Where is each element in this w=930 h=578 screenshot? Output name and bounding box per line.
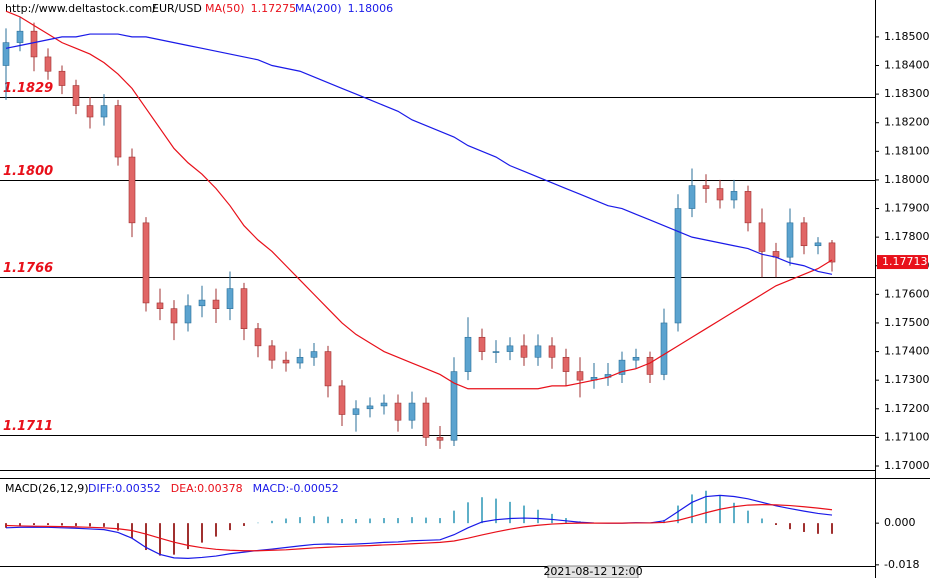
y-tick-label: 1.17500	[884, 316, 930, 329]
candle-body	[338, 385, 346, 415]
candle-body	[254, 328, 262, 347]
candle-body	[16, 30, 24, 43]
candle-body	[156, 302, 164, 309]
y-tick-label: 1.18500	[884, 30, 930, 43]
macd-readout: DEA:0.00378	[171, 482, 243, 495]
macd-line	[5, 494, 833, 559]
candle-body	[240, 288, 248, 329]
candle-body	[394, 402, 402, 421]
candle-body	[492, 351, 500, 353]
candle-body	[296, 356, 304, 364]
last-price-label: 1.17713	[882, 255, 928, 268]
ma-line	[5, 33, 833, 275]
candle-body	[520, 345, 528, 358]
y-tick-label: 1.17300	[884, 373, 930, 386]
y-tick-label: 1.18100	[884, 144, 930, 157]
candle-body	[184, 305, 192, 324]
y-tick-label: 1.18300	[884, 87, 930, 100]
y-tick-label: 1.17000	[884, 459, 930, 472]
y-tick-label: 1.18000	[884, 173, 930, 186]
candle-body	[58, 70, 66, 86]
legend-name: MA(50)	[205, 2, 245, 15]
cursor-time-box	[547, 565, 639, 578]
level-label: 1.1766	[3, 261, 53, 276]
level-label: 1.1800	[3, 164, 53, 179]
candle-body	[576, 371, 584, 381]
candle-body	[408, 402, 416, 421]
y-tick-label: 1.17900	[884, 202, 930, 215]
macd-readout: DIFF:0.00352	[88, 482, 161, 495]
candle-body	[548, 345, 556, 358]
candle-body	[268, 345, 276, 361]
candle-body	[310, 351, 318, 358]
candle-body	[744, 191, 752, 224]
y-tick-label: 0.000	[884, 516, 916, 529]
candle-body	[758, 222, 766, 252]
candle-body	[422, 402, 430, 438]
symbol: EUR/USD	[152, 2, 202, 15]
candle-body	[212, 299, 220, 309]
candle-body	[618, 359, 626, 375]
candle-body	[688, 185, 696, 209]
candle-body	[450, 371, 458, 441]
candle-body	[2, 42, 10, 66]
candle-body	[114, 105, 122, 158]
macd-line	[5, 504, 833, 552]
legend-name: MA(200)	[295, 2, 342, 15]
level-label: 1.1711	[3, 419, 53, 434]
candle-body	[436, 437, 444, 441]
candle-body	[100, 105, 108, 118]
candle-body	[730, 191, 738, 201]
candle-body	[646, 356, 654, 375]
candle-body	[506, 345, 514, 352]
legend-value: 1.17275	[251, 2, 297, 15]
candle-body	[142, 222, 150, 304]
candle-body	[562, 356, 570, 372]
level-label: 1.1829	[3, 81, 53, 96]
source-url: http://www.deltastock.com/	[5, 2, 156, 15]
candle-body	[72, 85, 80, 106]
y-tick-label: -0.018	[884, 558, 919, 571]
candle-body	[44, 56, 52, 72]
candle-body	[128, 156, 136, 224]
y-tick-label: 1.17800	[884, 230, 930, 243]
macd-readout: MACD:-0.00052	[253, 482, 339, 495]
candle-body	[464, 336, 472, 372]
candle-body	[366, 405, 374, 410]
candle-body	[716, 188, 724, 201]
candle-body	[814, 242, 822, 247]
ma-line	[5, 10, 833, 390]
candle-body	[674, 208, 682, 324]
candle-body	[660, 322, 668, 375]
candle-body	[702, 185, 710, 189]
candle-body	[478, 336, 486, 352]
y-tick-label: 1.17600	[884, 287, 930, 300]
candle-body	[534, 345, 542, 358]
candle-body	[324, 351, 332, 387]
y-tick-label: 1.17200	[884, 402, 930, 415]
candle-body	[800, 222, 808, 247]
cursor-time: 2021-08-12 12:00	[543, 565, 642, 578]
legend-value: 1.18006	[348, 2, 394, 15]
last-price-box	[877, 255, 928, 270]
candle-body	[198, 299, 206, 307]
candle-body	[352, 408, 360, 415]
candle-body	[828, 242, 836, 263]
candle-body	[380, 402, 388, 407]
candle-body	[170, 308, 178, 324]
candle-body	[282, 359, 290, 364]
candle-body	[226, 288, 234, 309]
candle-body	[30, 30, 38, 58]
y-tick-label: 1.18400	[884, 59, 930, 72]
y-tick-label: 1.18200	[884, 116, 930, 129]
candle-body	[786, 222, 794, 258]
candle-body	[632, 356, 640, 361]
macd-title: MACD(26,12,9)	[5, 482, 89, 495]
y-tick-label: 1.17400	[884, 345, 930, 358]
candle-body	[86, 105, 94, 118]
y-tick-label: 1.17100	[884, 430, 930, 443]
